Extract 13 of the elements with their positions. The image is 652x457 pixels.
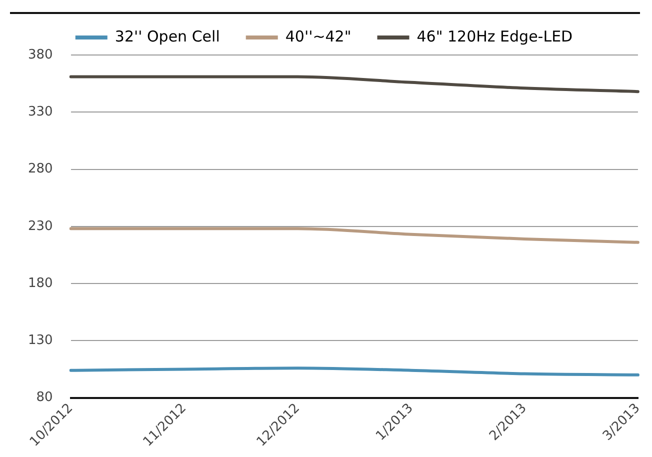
y-tick-label: 130 bbox=[28, 333, 53, 348]
legend-label: 40''~42" bbox=[285, 27, 352, 46]
y-tick-label: 380 bbox=[28, 47, 53, 62]
legend-label: 46" 120Hz Edge-LED bbox=[416, 27, 573, 46]
line-series bbox=[69, 366, 640, 376]
y-tick-label: 80 bbox=[36, 390, 53, 406]
legend-label: 32'' Open Cell bbox=[114, 27, 220, 46]
y-tick-label: 180 bbox=[28, 276, 53, 291]
y-tick-label: 230 bbox=[28, 218, 53, 234]
y-tick-label: 330 bbox=[28, 104, 53, 120]
line-series bbox=[69, 75, 640, 94]
line-series bbox=[69, 227, 640, 244]
y-tick-label: 280 bbox=[28, 162, 53, 177]
